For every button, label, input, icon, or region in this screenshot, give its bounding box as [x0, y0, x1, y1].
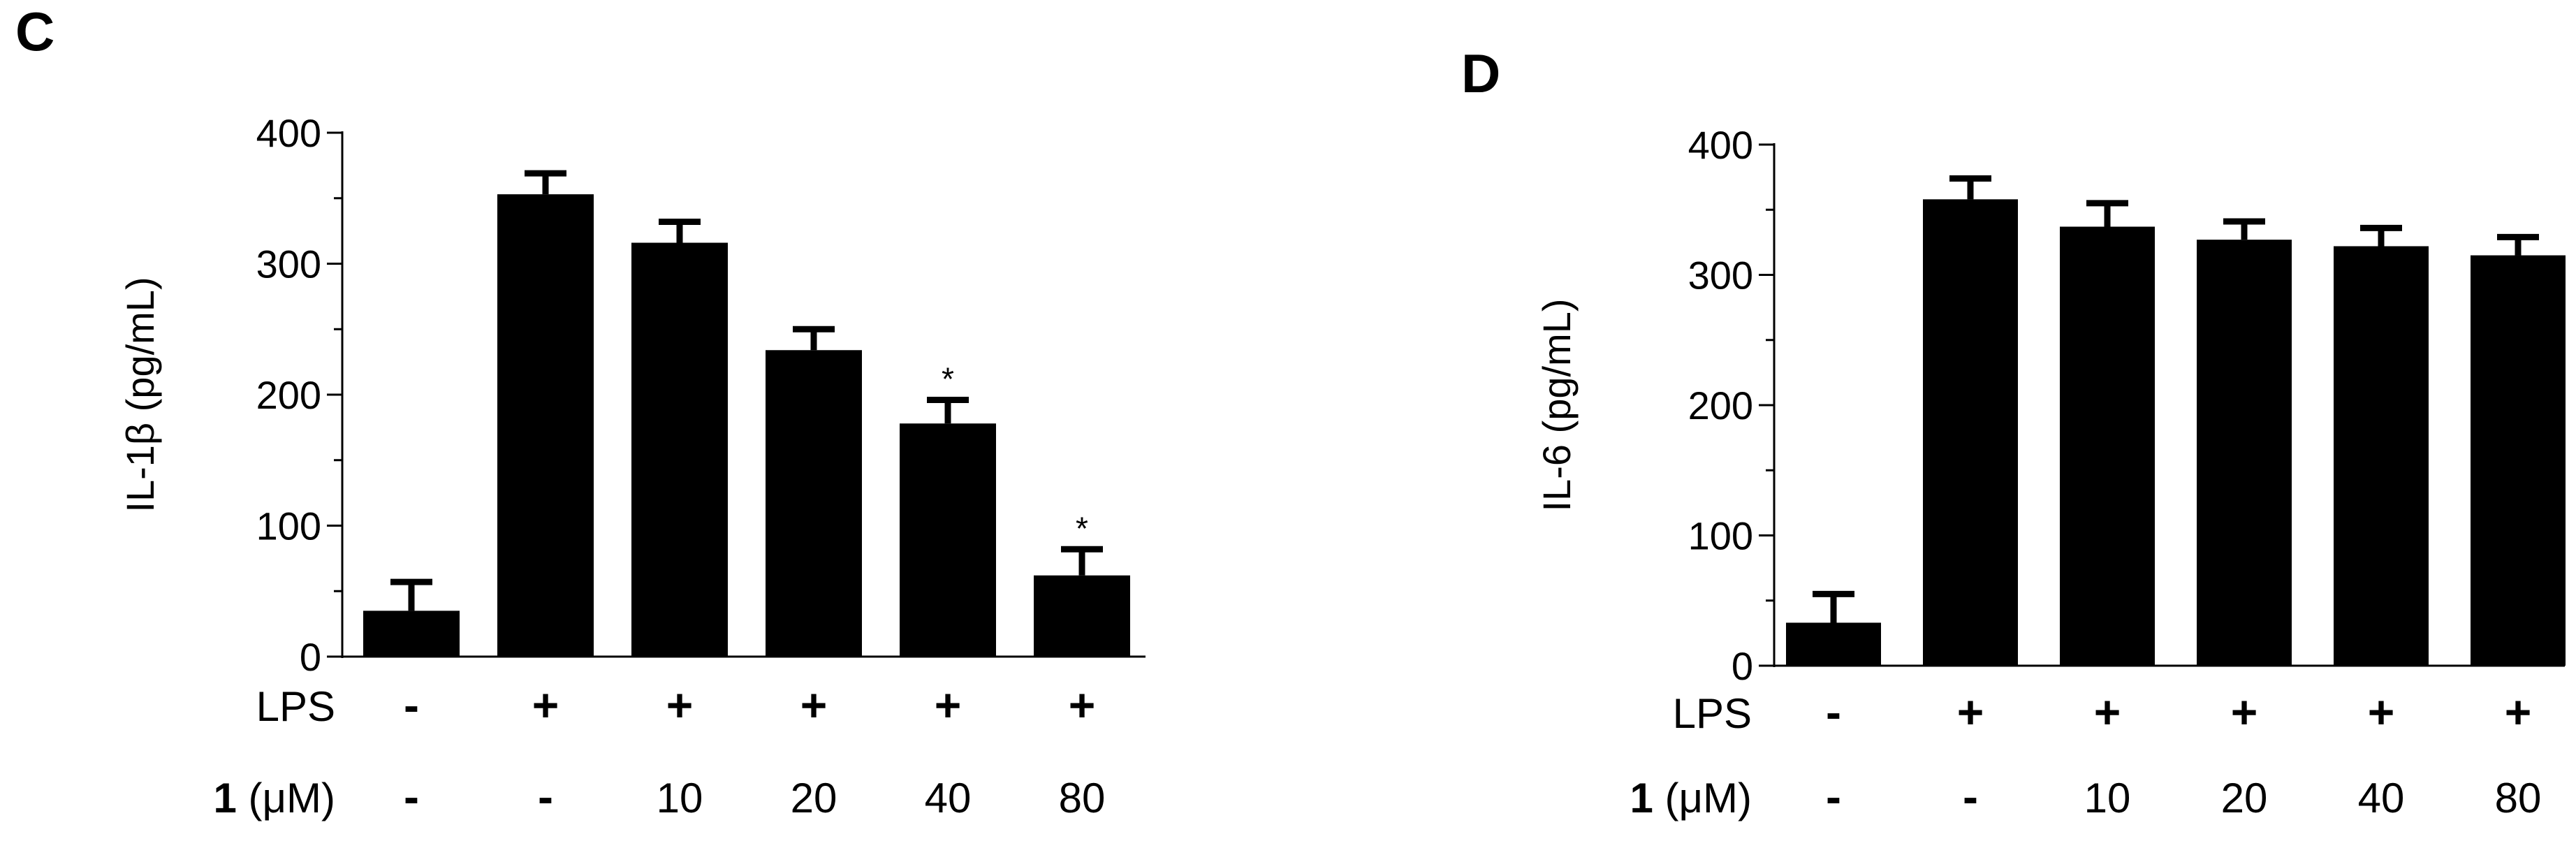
- bar-2: [497, 194, 594, 657]
- y-tick-label: 100: [256, 504, 321, 548]
- condition-value: 80: [1059, 775, 1106, 821]
- condition-row-label: LPS: [256, 683, 335, 730]
- y-tick-label: 200: [1688, 383, 1753, 428]
- bar-1: [1786, 622, 1881, 666]
- y-tick-label: 300: [256, 242, 321, 286]
- bar-1: [363, 611, 460, 657]
- chart-panel-c: C 0 100 200 300 400 IL-1β (pg/mL) * * LPS - + + + + +1 …: [15, 1, 1146, 822]
- y-tick-label: 200: [256, 373, 321, 417]
- bar-5: [2334, 246, 2429, 666]
- condition-value: +: [1069, 679, 1096, 731]
- condition-value: -: [404, 679, 419, 731]
- y-axis-title: IL-6 (pg/mL): [1535, 299, 1579, 512]
- panel-label: D: [1461, 43, 1500, 104]
- condition-value: 20: [2221, 775, 2268, 821]
- condition-value: -: [538, 770, 553, 822]
- y-tick-label: 400: [1688, 123, 1753, 167]
- y-tick-label: 100: [1688, 514, 1753, 558]
- bar-4: [2197, 240, 2292, 666]
- condition-value: 40: [2358, 775, 2405, 821]
- condition-value: 20: [791, 775, 837, 821]
- bar-5: [900, 423, 996, 657]
- significance-mark: *: [942, 361, 954, 397]
- condition-row-label: 1 (μM): [1630, 775, 1752, 821]
- significance-mark: *: [1076, 510, 1088, 546]
- y-tick-label: 400: [256, 111, 321, 155]
- y-tick-label: 300: [1688, 254, 1753, 298]
- y-axis-title: IL-1β (pg/mL): [118, 277, 162, 512]
- condition-value: +: [666, 679, 694, 731]
- condition-value: -: [404, 770, 419, 822]
- bar-2: [1923, 199, 2018, 666]
- condition-value: +: [2231, 686, 2258, 738]
- condition-value: +: [532, 679, 559, 731]
- condition-row-label: LPS: [1673, 690, 1752, 737]
- condition-value: +: [800, 679, 828, 731]
- bar-6: [2471, 255, 2566, 666]
- condition-value: +: [2368, 686, 2395, 738]
- bar-6: [1034, 575, 1130, 657]
- chart-panel-d: D 0 100 200 300 400 IL-6 (pg/mL) LPS - + + + + +1 (μM…: [1461, 43, 2566, 822]
- condition-value: 80: [2495, 775, 2542, 821]
- condition-row-label: 1 (μM): [213, 775, 335, 821]
- bar-4: [766, 350, 862, 657]
- bar-3: [631, 242, 728, 657]
- condition-value: +: [1957, 686, 1984, 738]
- condition-value: 10: [2084, 775, 2131, 821]
- condition-value: +: [2505, 686, 2532, 738]
- condition-value: 40: [925, 775, 972, 821]
- condition-value: 10: [657, 775, 703, 821]
- condition-value: +: [935, 679, 962, 731]
- y-tick-label: 0: [300, 635, 321, 679]
- condition-value: -: [1826, 770, 1841, 822]
- bar-3: [2060, 226, 2155, 666]
- condition-value: -: [1963, 770, 1978, 822]
- condition-value: +: [2094, 686, 2121, 738]
- condition-value: -: [1826, 686, 1841, 738]
- y-tick-label: 0: [1732, 644, 1753, 688]
- panel-label: C: [15, 1, 54, 62]
